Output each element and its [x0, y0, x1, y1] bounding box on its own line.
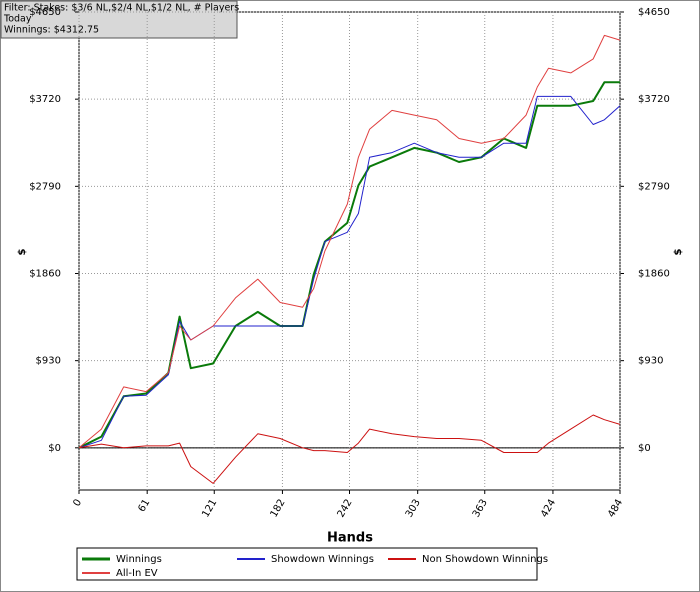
info-background [0, 0, 238, 39]
y-tick-label: $1860 [29, 268, 61, 279]
info-line: Today [3, 14, 32, 25]
series-line [78, 81, 620, 449]
info-line: Filter: Stakes: $3/6 NL,$2/4 NL,$1/2 NL,… [4, 3, 239, 14]
y2-tick-label: $0 [638, 443, 651, 454]
y-tick-label: $3720 [29, 94, 61, 105]
y-axis-label: $ [17, 248, 28, 255]
info-line: Winnings: $4312.75 [4, 25, 99, 36]
plot-area [78, 11, 621, 491]
legend [76, 547, 538, 581]
y2-tick-label: $1860 [638, 268, 670, 279]
legend-label: Winnings [116, 554, 162, 565]
legend-label: Non Showdown Winnings [422, 554, 548, 565]
y2-tick-label: $2790 [638, 181, 670, 192]
x-axis-label: Hands [327, 531, 373, 546]
y-tick-label: $0 [48, 443, 61, 454]
x-tick-label: 0 [71, 498, 84, 509]
legend-label: Showdown Winnings [271, 554, 374, 565]
series-line [78, 414, 621, 484]
y2-tick-label: $4650 [638, 7, 670, 18]
legend-label: All-In EV [116, 568, 158, 579]
y2-tick-label: $930 [638, 356, 663, 367]
info-box: Filter: Stakes: $3/6 NL,$2/4 NL,$1/2 NL,… [0, 0, 239, 39]
y-tick-label: $4650 [29, 7, 61, 18]
y-tick-label: $2790 [29, 181, 61, 192]
y2-tick-label: $3720 [638, 94, 670, 105]
y-tick-label: $930 [36, 356, 61, 367]
series-line [78, 95, 621, 449]
y2-axis-label: $ [673, 248, 684, 255]
series-line [78, 34, 621, 449]
